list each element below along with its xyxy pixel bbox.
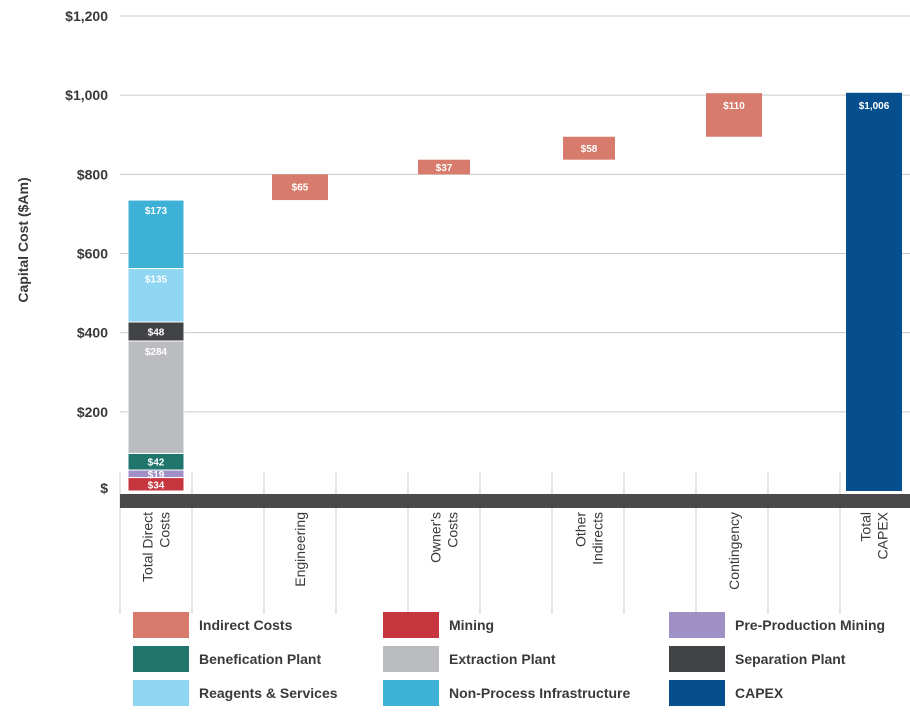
legend-label: Extraction Plant <box>449 651 556 667</box>
category-label: CAPEX <box>875 511 891 559</box>
data-label: $173 <box>145 206 168 217</box>
data-label: $58 <box>581 144 598 155</box>
legend-label: CAPEX <box>735 685 784 701</box>
legend-item: Extraction Plant <box>383 646 556 672</box>
y-tick-label: $600 <box>77 246 108 262</box>
data-label: $19 <box>148 470 165 481</box>
legend: Indirect Costs Mining Pre-Production Minin… <box>133 612 885 706</box>
y-tick-label: $200 <box>77 404 108 420</box>
data-label: $284 <box>145 347 168 358</box>
data-label: $42 <box>148 458 165 469</box>
bars: $34$19$42 $284 $48 $135 $173 $65 $37 $58 $110 $1,… <box>127 92 902 492</box>
legend-label: Separation Plant <box>735 651 846 667</box>
category-label: Other <box>573 512 589 547</box>
legend-swatch <box>383 612 439 638</box>
data-label: $34 <box>148 480 165 491</box>
bar-segment <box>127 340 185 454</box>
legend-swatch <box>383 646 439 672</box>
data-label: $65 <box>292 182 309 193</box>
legend-label: Mining <box>449 617 494 633</box>
category-label: Total Direct <box>140 512 156 582</box>
y-tick-label: $ <box>100 480 108 496</box>
legend-item: Reagents & Services <box>133 680 338 706</box>
category-label: Indirects <box>590 512 606 565</box>
legend-item: Benefication Plant <box>133 646 321 672</box>
y-axis-ticks: $ $200 $400 $600 $800 $1,000 $1,200 <box>65 8 108 496</box>
legend-swatch <box>669 612 725 638</box>
legend-swatch <box>669 680 725 706</box>
legend-swatch <box>669 646 725 672</box>
legend-label: Benefication Plant <box>199 651 321 667</box>
legend-swatch <box>383 680 439 706</box>
bar-segment <box>846 92 902 492</box>
category-label: Costs <box>445 512 461 548</box>
legend-item: Separation Plant <box>669 646 846 672</box>
legend-item: Indirect Costs <box>133 612 293 638</box>
legend-item: Non-Process Infrastructure <box>383 680 630 706</box>
data-label: $1,006 <box>859 101 890 112</box>
x-axis <box>120 494 910 508</box>
category-label: Engineering <box>292 512 308 587</box>
y-axis-label: Capital Cost ($Am) <box>15 177 31 302</box>
legend-swatch <box>133 612 189 638</box>
legend-label: Indirect Costs <box>199 617 293 633</box>
data-label: $37 <box>436 163 453 174</box>
legend-item: Pre-Production Mining <box>669 612 885 638</box>
bar-segment <box>706 93 762 137</box>
y-tick-label: $800 <box>77 166 108 182</box>
bar-segment <box>127 268 185 323</box>
legend-label: Non-Process Infrastructure <box>449 685 630 701</box>
x-axis-categories: Total Direct Costs Engineering Owner's Costs… <box>140 511 891 589</box>
category-label: Owner's <box>428 512 444 563</box>
gridlines <box>120 15 910 413</box>
y-tick-label: $400 <box>77 325 108 341</box>
y-tick-label: $1,000 <box>65 87 108 103</box>
legend-item: Mining <box>383 612 494 638</box>
x-axis-band <box>120 494 910 508</box>
category-label: Costs <box>157 512 173 548</box>
y-tick-label: $1,200 <box>65 8 108 24</box>
legend-item: CAPEX <box>669 680 784 706</box>
bar-segment <box>563 136 615 160</box>
category-label: Total <box>858 512 874 542</box>
legend-swatch <box>133 680 189 706</box>
legend-label: Pre-Production Mining <box>735 617 885 633</box>
bar-segment <box>127 199 185 270</box>
bar-segment <box>418 159 470 175</box>
legend-swatch <box>133 646 189 672</box>
data-label: $48 <box>148 327 165 338</box>
legend-label: Reagents & Services <box>199 685 338 701</box>
bar-segment <box>272 174 328 201</box>
data-label: $135 <box>145 275 168 286</box>
data-label: $110 <box>723 101 745 112</box>
category-label: Contingency <box>726 512 742 590</box>
